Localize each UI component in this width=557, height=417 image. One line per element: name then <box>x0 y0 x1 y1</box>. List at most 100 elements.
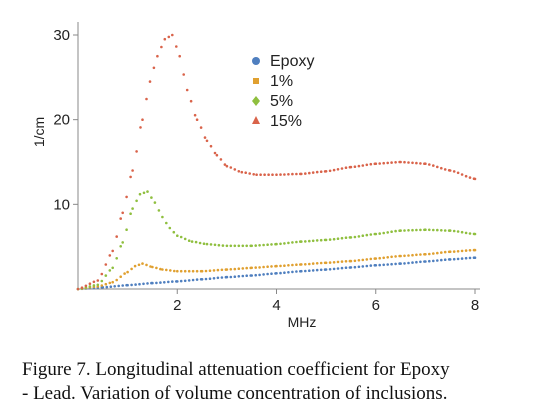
data-point <box>111 280 114 284</box>
data-point <box>353 165 357 168</box>
data-point <box>134 283 137 286</box>
data-point <box>283 264 286 268</box>
data-point <box>369 257 373 261</box>
data-point <box>415 228 418 232</box>
data-point <box>300 240 303 243</box>
legend-label: Epoxy <box>270 53 314 70</box>
data-point <box>473 248 477 252</box>
data-point <box>386 161 390 165</box>
data-point <box>311 262 315 265</box>
data-point <box>394 229 397 233</box>
y-tick-label: 30 <box>53 27 70 44</box>
data-point <box>311 239 315 243</box>
data-point <box>464 256 468 260</box>
data-point <box>233 267 237 271</box>
data-point <box>394 262 397 266</box>
data-point <box>138 282 141 286</box>
data-point <box>407 161 410 164</box>
data-point <box>349 165 353 169</box>
data-point <box>448 250 452 253</box>
data-point <box>139 126 142 129</box>
data-point <box>109 285 113 289</box>
data-point <box>332 237 336 241</box>
data-point <box>258 244 261 247</box>
data-point <box>319 261 323 265</box>
data-point <box>119 245 122 248</box>
data-point <box>291 172 294 176</box>
data-point <box>241 267 245 270</box>
data-point <box>464 249 468 252</box>
data-point <box>374 162 378 165</box>
data-point <box>203 136 207 139</box>
data-point <box>378 256 382 260</box>
series-15pct <box>76 33 477 291</box>
legend: Epoxy 1% 5% 15% <box>252 53 314 130</box>
data-point <box>460 249 464 253</box>
data-point <box>287 271 290 274</box>
data-point <box>403 229 406 232</box>
data-point <box>468 232 472 235</box>
data-point <box>419 162 422 165</box>
data-point <box>315 262 319 265</box>
data-point <box>142 191 146 195</box>
x-tick-label: 8 <box>471 297 479 314</box>
data-point <box>168 226 172 230</box>
data-point <box>270 243 273 246</box>
data-point <box>390 255 393 259</box>
data-point <box>407 254 410 257</box>
data-point <box>220 276 224 279</box>
data-point <box>443 258 447 262</box>
data-point <box>456 230 460 233</box>
data-point <box>361 265 365 268</box>
data-point <box>240 170 244 174</box>
data-points <box>76 33 477 291</box>
data-point <box>319 170 323 173</box>
data-point <box>212 269 216 272</box>
data-point <box>411 228 414 232</box>
data-point <box>237 170 241 173</box>
data-point <box>208 277 212 281</box>
data-point <box>138 192 142 196</box>
data-point <box>96 283 100 287</box>
data-point <box>165 221 168 225</box>
data-point <box>225 244 229 248</box>
data-point <box>386 263 390 266</box>
data-point <box>199 126 203 129</box>
data-point <box>179 269 183 273</box>
data-point <box>187 279 191 282</box>
data-point <box>311 171 315 174</box>
data-point <box>121 284 124 287</box>
data-point <box>245 266 248 270</box>
data-point <box>374 232 378 236</box>
data-point <box>105 285 109 289</box>
data-point <box>161 215 164 219</box>
data-point <box>119 217 122 220</box>
data-point <box>167 35 171 39</box>
data-point <box>275 272 278 275</box>
data-point <box>200 269 204 273</box>
data-point <box>304 172 307 175</box>
data-point <box>424 253 427 256</box>
data-point <box>428 228 431 232</box>
data-point <box>304 269 307 273</box>
data-point <box>407 261 410 265</box>
data-point <box>129 175 132 179</box>
data-point <box>428 259 431 263</box>
data-point <box>468 256 472 260</box>
data-point <box>115 257 118 260</box>
data-point <box>315 170 319 174</box>
data-point <box>167 280 170 284</box>
data-point <box>221 244 225 247</box>
data-point <box>353 265 357 269</box>
data-point <box>382 263 386 267</box>
figure-caption: Figure 7. Longitudinal attenuation coeff… <box>22 358 542 406</box>
data-point <box>121 241 124 244</box>
data-point <box>76 287 80 291</box>
data-point <box>456 257 460 261</box>
data-point <box>361 164 365 167</box>
data-point <box>229 268 233 271</box>
data-point <box>443 229 447 232</box>
attenuation-chart: 2 4 6 8 10 20 30 Epoxy 1% 5% 15% MHz 1/cm <box>31 22 480 330</box>
data-point <box>244 171 247 174</box>
data-point <box>440 251 443 254</box>
